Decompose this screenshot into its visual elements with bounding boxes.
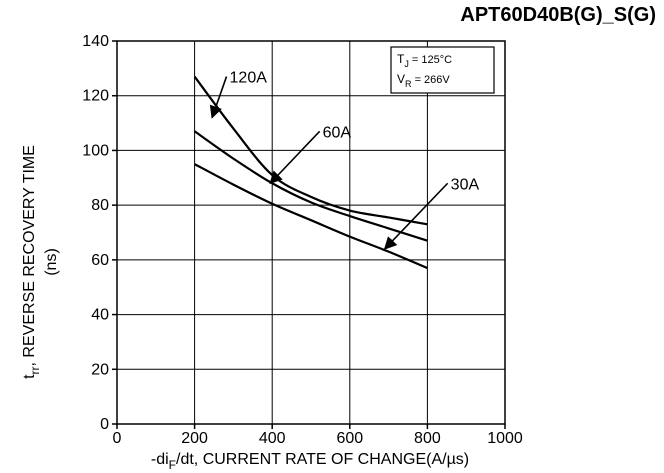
y-axis-label-subscript: rr — [28, 366, 42, 374]
annotation-label-120A: 120A — [230, 70, 268, 87]
y-axis-label-unit: (ns) — [43, 248, 60, 276]
conditions-box-frame — [390, 46, 495, 94]
x-axis-label-main: -di — [151, 451, 169, 468]
x-tick-label: 600 — [336, 430, 363, 447]
y-tick-label: 120 — [82, 88, 109, 105]
annotation-label-60A: 60A — [323, 124, 352, 141]
y-tick-label: 40 — [91, 307, 109, 324]
y-tick-label: 80 — [91, 197, 109, 214]
conditions-box: TJ = 125°C VR = 266V — [390, 46, 495, 94]
y-tick-label: 60 — [91, 252, 109, 269]
y-axis-label-text: , REVERSE RECOVERY TIME — [21, 145, 38, 366]
grid — [117, 41, 505, 424]
x-tick-label: 0 — [113, 430, 122, 447]
annotation-arrow-120A — [209, 76, 228, 119]
y-tick-label: 0 — [100, 416, 109, 433]
series-line-120A — [193, 75, 428, 226]
y-tick-label: 20 — [91, 361, 109, 378]
series-annotations: 120A 60A 30A — [209, 70, 480, 250]
x-tick-label: 1000 — [487, 430, 523, 447]
condition-vr: VR = 266V — [397, 72, 450, 89]
x-axis-label: -diF/dt, CURRENT RATE OF CHANGE(A/µs) — [151, 451, 469, 472]
y-axis-label-symbol: t — [21, 374, 38, 379]
annotation-arrow-60A — [269, 130, 321, 185]
part-number-title: APT60D40B(G)_S(G) — [460, 4, 656, 26]
condition-tj: TJ = 125°C — [397, 52, 452, 69]
x-tick-label: 400 — [259, 430, 286, 447]
y-tick-label: 100 — [82, 142, 109, 159]
x-tick-label: 800 — [414, 430, 441, 447]
y-axis-label: trr, REVERSE RECOVERY TIME (ns) — [21, 145, 60, 379]
y-tick-label: 140 — [82, 33, 109, 50]
annotation-arrow-30A — [383, 182, 449, 250]
series-line-30A — [194, 163, 428, 270]
y-axis-label-main: trr, REVERSE RECOVERY TIME — [21, 145, 42, 379]
x-axis-label-subscript: F — [169, 458, 176, 472]
series-lines — [193, 75, 428, 270]
x-tick-label: 200 — [181, 430, 208, 447]
annotation-label-30A: 30A — [451, 176, 480, 193]
plot-frame — [116, 40, 506, 425]
x-axis-label-rest: /dt, CURRENT RATE OF CHANGE(A/µs) — [176, 451, 469, 468]
axis-ticks: 0 200 400 600 800 1000 0 20 40 60 80 100 120 140 — [82, 33, 523, 447]
series-line-60A — [193, 130, 428, 242]
